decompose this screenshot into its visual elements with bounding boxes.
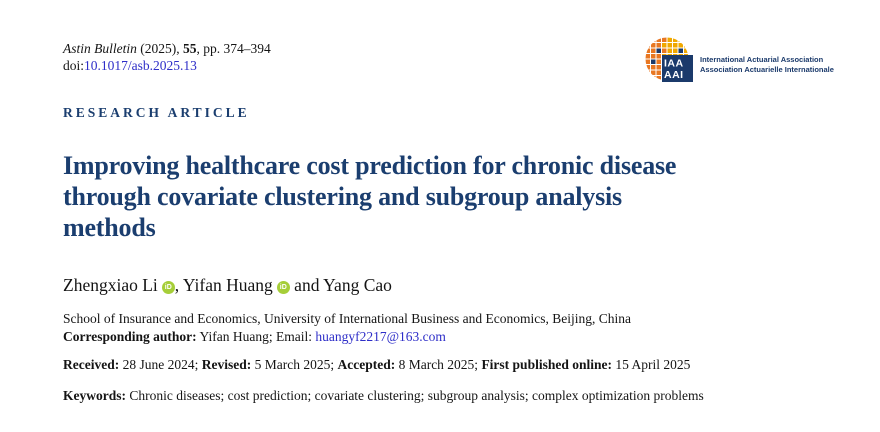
article-type-label: RESEARCH ARTICLE bbox=[63, 105, 250, 120]
affiliation-block: School of Insurance and Economics, Unive… bbox=[63, 310, 823, 345]
journal-citation: Astin Bulletin (2025), 55, pp. 374–394 d… bbox=[63, 40, 271, 74]
title-line-1: Improving healthcare cost prediction for… bbox=[63, 151, 677, 180]
orcid-icon[interactable]: iD bbox=[161, 281, 175, 294]
iaa-name-english: International Actuarial Association bbox=[700, 55, 824, 64]
accepted-value: 8 March 2025; bbox=[395, 357, 482, 372]
article-title: Improving healthcare cost prediction for… bbox=[63, 150, 823, 243]
title-line-2: through covariate clustering and subgrou… bbox=[63, 182, 622, 211]
iaa-logo: IAA AAI International Actuarial Associat… bbox=[645, 37, 834, 83]
author-separator-1: , bbox=[174, 275, 183, 295]
accepted-label: Accepted: bbox=[337, 357, 396, 372]
citation-line: Astin Bulletin (2025), 55, pp. 374–394 bbox=[63, 40, 271, 57]
citation-pages: , pp. 374–394 bbox=[196, 41, 271, 56]
iaa-globe-icon: IAA AAI bbox=[645, 37, 693, 82]
received-label: Received: bbox=[63, 357, 120, 372]
author-separator-2: and bbox=[289, 275, 324, 295]
affiliation-line: School of Insurance and Economics, Unive… bbox=[63, 311, 632, 326]
title-line-3: methods bbox=[63, 213, 156, 242]
doi-link[interactable]: 10.1017/asb.2025.13 bbox=[84, 58, 197, 73]
keywords-line: Keywords: Chronic diseases; cost predict… bbox=[63, 387, 833, 404]
citation-year: (2025), bbox=[136, 41, 183, 56]
author-name-1: Zhengxiao Li bbox=[63, 275, 158, 295]
corresponding-text: Yifan Huang; Email: bbox=[196, 328, 316, 344]
first-published-label: First published online: bbox=[481, 357, 612, 372]
revised-label: Revised: bbox=[201, 357, 252, 372]
keywords-label: Keywords: bbox=[63, 388, 126, 403]
iaa-acronym-line2: AAI bbox=[664, 69, 684, 81]
doi-line: doi:10.1017/asb.2025.13 bbox=[63, 57, 271, 74]
iaa-acronym-box bbox=[662, 55, 693, 82]
orcid-icon[interactable]: iD bbox=[276, 281, 290, 294]
received-value: 28 June 2024; bbox=[119, 357, 202, 372]
publication-dates-line: Received: 28 June 2024; Revised: 5 March… bbox=[63, 356, 690, 373]
corresponding-line: Corresponding author: Yifan Huang; Email… bbox=[63, 328, 823, 346]
iaa-name-french: Association Actuarielle Internationale bbox=[700, 65, 834, 74]
author-name-2: Yifan Huang bbox=[182, 275, 273, 295]
corresponding-label: Corresponding author: bbox=[63, 328, 197, 344]
author-name-3: Yang Cao bbox=[323, 275, 392, 295]
iaa-wordmark: International Actuarial Association Asso… bbox=[700, 55, 834, 75]
revised-value: 5 March 2025; bbox=[251, 357, 338, 372]
journal-volume: 55 bbox=[183, 41, 197, 56]
journal-name: Astin Bulletin bbox=[63, 41, 137, 56]
doi-label: doi: bbox=[63, 58, 85, 73]
iaa-acronym-line1: IAA bbox=[664, 58, 684, 70]
keywords-text: Chronic diseases; cost prediction; covar… bbox=[126, 388, 704, 403]
author-line: Zhengxiao Li iD, Yifan Huang iD and Yang C… bbox=[63, 274, 392, 296]
first-published-value: 15 April 2025 bbox=[611, 357, 691, 372]
corresponding-email-link[interactable]: huangyf2217@163.com bbox=[315, 328, 446, 344]
